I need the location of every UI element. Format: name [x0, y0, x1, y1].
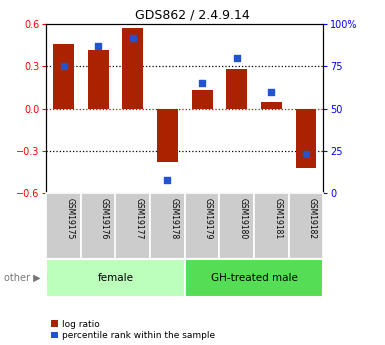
- Point: [164, 177, 171, 183]
- Text: GSM19176: GSM19176: [100, 198, 109, 240]
- Bar: [289, 193, 323, 259]
- Bar: [185, 193, 219, 259]
- Point: [199, 80, 205, 86]
- Point: [95, 43, 101, 49]
- Point: [268, 89, 275, 95]
- Bar: [81, 193, 116, 259]
- Bar: [296, 109, 316, 168]
- Text: GSM19179: GSM19179: [204, 198, 213, 240]
- Point: [234, 55, 240, 61]
- Text: female: female: [97, 273, 134, 283]
- Text: GSM19178: GSM19178: [169, 198, 178, 240]
- Text: GDS862 / 2.4.9.14: GDS862 / 2.4.9.14: [135, 9, 250, 22]
- Point: [60, 63, 67, 69]
- Text: GH-treated male: GH-treated male: [211, 273, 298, 283]
- Point: [130, 35, 136, 40]
- Bar: [254, 193, 289, 259]
- Bar: [192, 90, 213, 109]
- Bar: [88, 50, 109, 109]
- Bar: [53, 44, 74, 109]
- Text: other ▶: other ▶: [4, 273, 40, 283]
- Point: [303, 151, 309, 157]
- Text: GSM19175: GSM19175: [65, 198, 74, 240]
- Bar: [219, 193, 254, 259]
- Bar: [116, 193, 150, 259]
- Text: GSM19182: GSM19182: [308, 198, 317, 239]
- Bar: [157, 109, 178, 162]
- Legend: log ratio, percentile rank within the sample: log ratio, percentile rank within the sa…: [51, 320, 216, 341]
- Text: GSM19181: GSM19181: [273, 198, 282, 239]
- Bar: [150, 193, 185, 259]
- Text: GSM19180: GSM19180: [238, 198, 248, 240]
- Bar: [46, 259, 185, 297]
- Bar: [261, 102, 282, 109]
- Bar: [226, 69, 247, 109]
- Bar: [185, 259, 323, 297]
- Text: GSM19177: GSM19177: [134, 198, 144, 240]
- Bar: [46, 193, 81, 259]
- Bar: [122, 28, 143, 109]
